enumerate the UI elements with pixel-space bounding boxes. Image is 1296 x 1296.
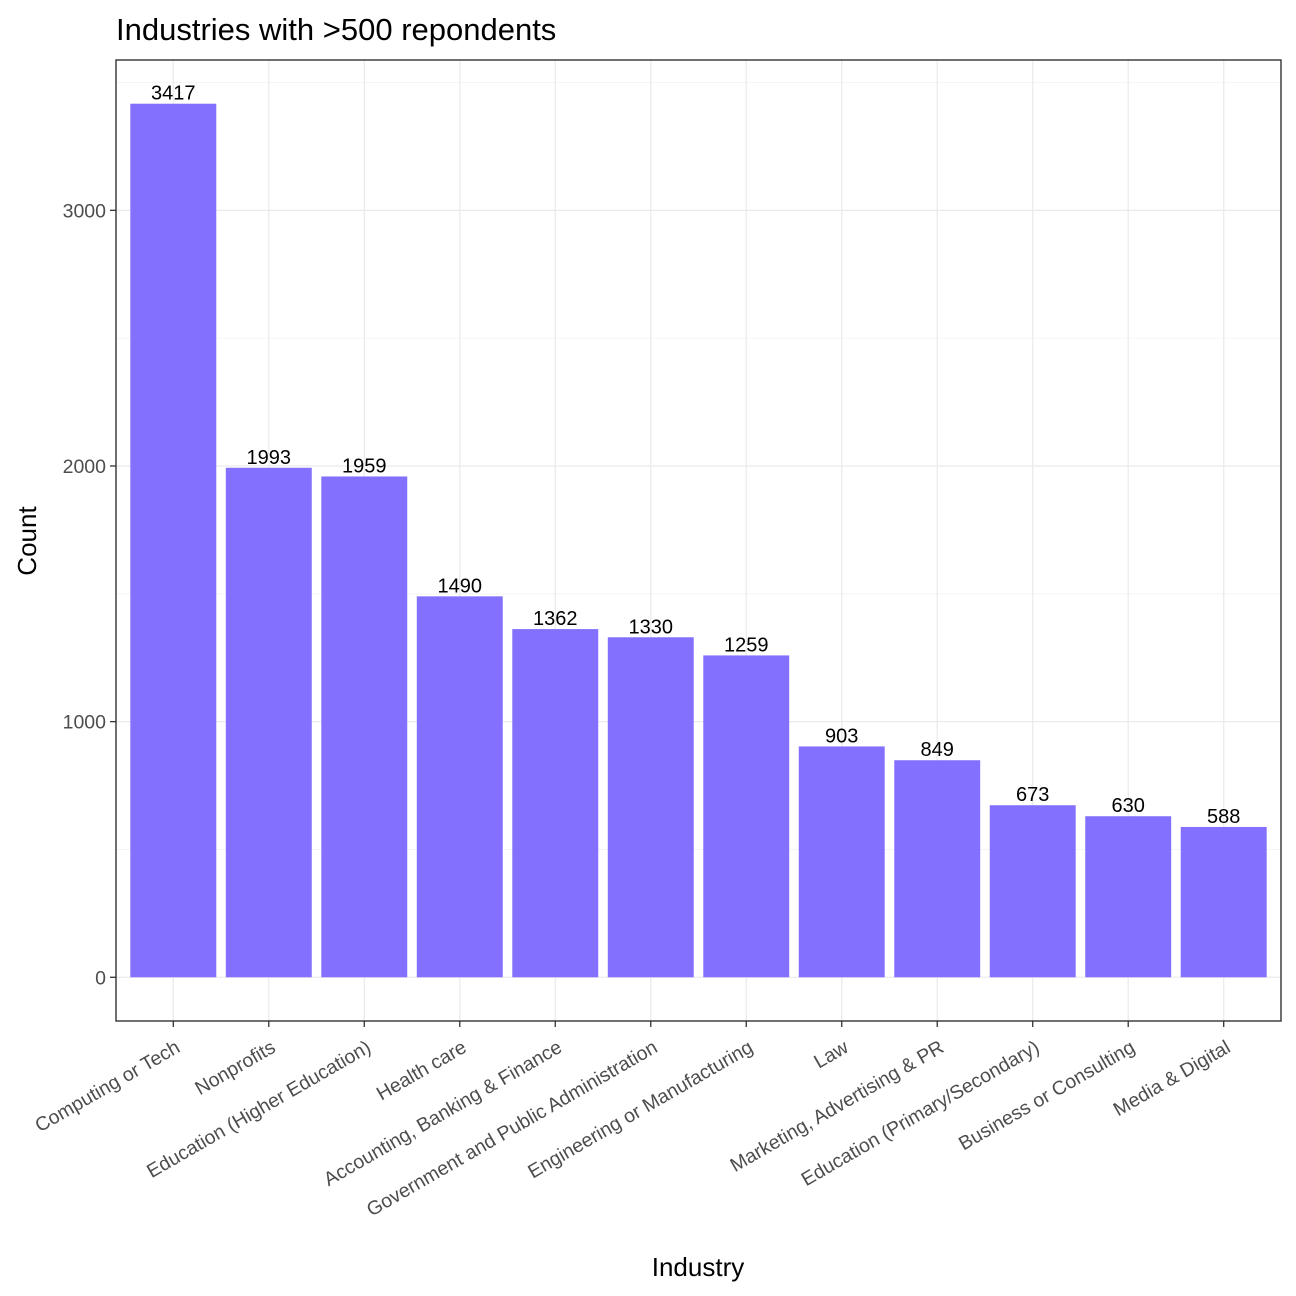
bar — [607, 637, 694, 978]
bar-value-label: 3417 — [151, 83, 196, 105]
bar — [894, 760, 981, 978]
bars — [130, 103, 1267, 978]
bar — [1085, 816, 1172, 978]
y-tick-label: 1000 — [63, 712, 107, 734]
x-axis-title: Industry — [652, 1252, 745, 1282]
y-axis-title: Count — [12, 506, 42, 576]
bar-value-label: 849 — [921, 739, 954, 761]
data-labels: 3417 1993 1959 1490 1362 1330 1259 903 849 673 630… — [151, 83, 1240, 828]
bar-value-label: 588 — [1207, 806, 1240, 828]
chart-title: Industries with >500 repondents — [116, 12, 556, 47]
bar — [989, 805, 1076, 978]
y-tick-label: 3000 — [63, 200, 107, 222]
bar-value-label: 1362 — [533, 608, 578, 630]
panel-border — [115, 59, 1282, 1022]
bar — [703, 655, 790, 978]
bar — [321, 476, 408, 978]
bar-value-label: 1490 — [438, 575, 483, 597]
bar-value-label: 1959 — [342, 455, 387, 477]
bar — [798, 746, 885, 978]
bar — [512, 629, 599, 978]
y-axis: 0 1000 2000 3000 — [63, 200, 116, 989]
bar-value-label: 1259 — [724, 634, 769, 656]
bar — [1180, 826, 1267, 978]
bar-value-label: 1993 — [247, 447, 292, 469]
bar-value-label: 673 — [1016, 784, 1049, 806]
y-tick-label: 2000 — [63, 456, 107, 478]
bar-value-label: 903 — [825, 725, 858, 747]
bar — [130, 103, 217, 978]
y-tick-label: 0 — [95, 967, 106, 989]
bar — [416, 596, 503, 978]
bar — [225, 467, 312, 978]
bar-value-label: 630 — [1112, 795, 1145, 817]
bar-value-label: 1330 — [629, 616, 674, 638]
